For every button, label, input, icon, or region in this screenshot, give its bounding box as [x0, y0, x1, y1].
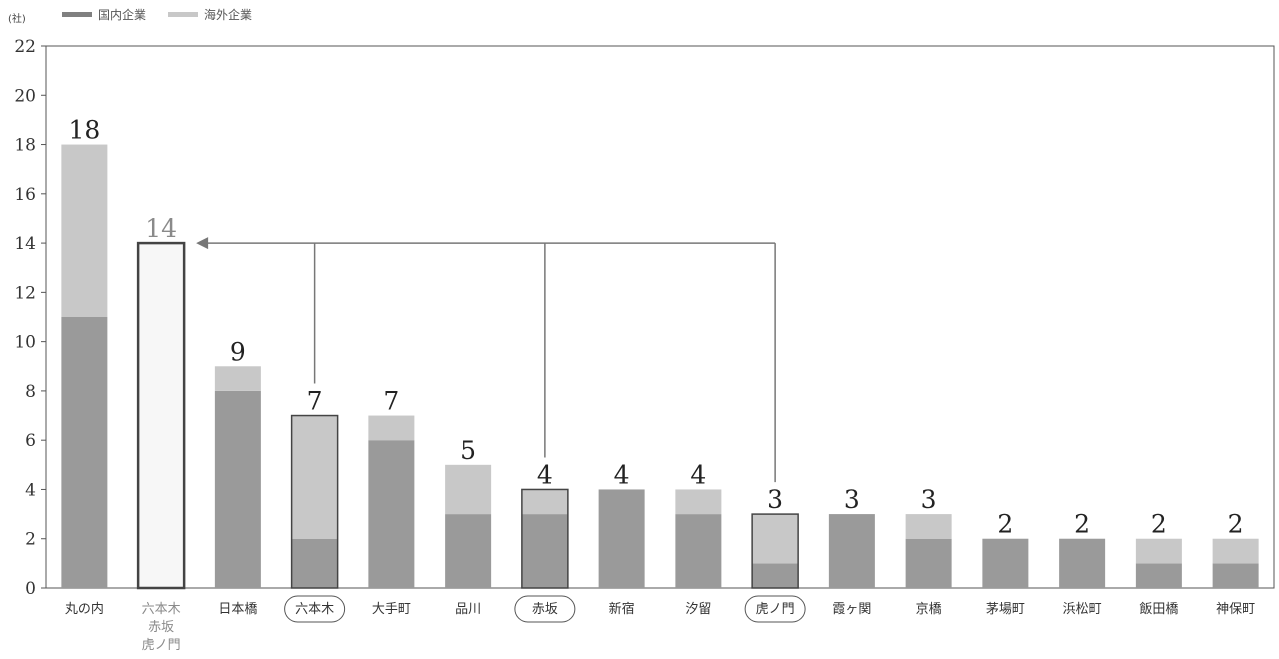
x-label-highlight-pill [514, 595, 576, 623]
y-tick-label: 22 [14, 37, 36, 57]
y-axis-unit: (社) [8, 14, 26, 25]
bar-total-label: 14 [145, 214, 177, 243]
bar-segment-domestic [445, 514, 492, 588]
bar-segment-domestic [675, 514, 722, 588]
bar-total-label: 18 [68, 116, 100, 145]
x-tick-label: 赤坂 [532, 602, 558, 617]
x-tick-label: 霞ヶ関 [832, 602, 871, 617]
bar-segment-domestic [1135, 563, 1182, 588]
bar-segment-foreign [521, 489, 568, 515]
y-tick-label: 2 [25, 530, 36, 550]
bar-segment-foreign [1212, 538, 1259, 564]
bar-segment-domestic [61, 317, 108, 588]
bar-total-label: 2 [1228, 510, 1244, 539]
bar-segment-domestic [982, 538, 1029, 588]
x-tick-label: 大手町 [372, 602, 411, 617]
x-label-highlight-pill [744, 595, 806, 623]
legend-item-domestic: 国内企業 [62, 6, 146, 23]
bar-segment-foreign [368, 415, 415, 441]
x-tick-label: 浜松町 [1063, 602, 1102, 617]
bar-total-label: 7 [307, 387, 323, 416]
connector-arrowhead [196, 237, 209, 250]
bar-total-label: 7 [383, 387, 399, 416]
bar-total-label: 9 [230, 337, 246, 366]
legend-label-foreign: 海外企業 [204, 8, 253, 22]
bar-segment-domestic [598, 489, 645, 588]
bar-total-label: 4 [614, 460, 630, 489]
bar-segment-foreign [445, 464, 492, 515]
x-tick-label: 神保町 [1216, 602, 1255, 617]
bar-segment-foreign [214, 366, 261, 391]
bar-total-label: 3 [767, 485, 783, 514]
x-tick-label-combined: 六本木赤坂虎ノ門 [142, 602, 181, 653]
x-tick-label: 飯田橋 [1139, 602, 1178, 617]
bar-segment-domestic [752, 563, 799, 588]
legend-swatch-domestic [62, 12, 92, 17]
x-label-highlight-pill [284, 595, 346, 623]
bar-segment-foreign [1135, 538, 1182, 564]
bar-combined [136, 241, 186, 590]
bar-total-label: 3 [844, 485, 860, 514]
y-tick-label: 10 [14, 333, 36, 353]
bar-total-label: 4 [690, 460, 706, 489]
bar-segment-domestic [828, 514, 875, 588]
x-tick-label: 新宿 [609, 601, 635, 617]
bar-segment-foreign [675, 489, 722, 515]
y-tick-label: 6 [25, 431, 36, 451]
legend-label-domestic: 国内企業 [98, 8, 147, 22]
bar-total-label: 2 [1151, 510, 1167, 539]
y-tick-label: 0 [25, 579, 36, 599]
bar-total-label: 3 [921, 485, 937, 514]
bar-segment-domestic [521, 514, 568, 588]
y-tick-label: 4 [25, 480, 36, 500]
bar-segment-domestic [1212, 563, 1259, 588]
bar-highlight-outline [290, 414, 339, 589]
x-tick-label: 日本橋 [218, 602, 257, 617]
bar-total-label: 2 [997, 510, 1013, 539]
bar-segment-domestic [1059, 538, 1106, 588]
y-tick-label: 14 [14, 234, 36, 254]
bar-segment-foreign [61, 144, 108, 317]
bar-segment-domestic [214, 390, 261, 588]
bar-segment-domestic [291, 538, 338, 588]
y-tick-label: 20 [14, 86, 36, 106]
x-tick-label: 品川 [455, 602, 481, 617]
bar-total-label: 4 [537, 460, 553, 489]
y-tick-label: 16 [14, 185, 36, 205]
x-tick-label: 汐留 [685, 601, 711, 617]
legend: 国内企業 海外企業 [62, 6, 252, 23]
x-tick-label: 六本木 [295, 602, 334, 617]
bar-segment-domestic [368, 440, 415, 588]
plot-frame [45, 45, 1275, 589]
legend-swatch-foreign [168, 12, 199, 17]
bar-highlight-outline [521, 488, 569, 589]
bar-total-label: 5 [460, 436, 476, 465]
bar-segment-domestic [905, 538, 952, 588]
x-tick-label: 茅場町 [986, 602, 1025, 617]
x-tick-label: 丸の内 [65, 601, 104, 617]
y-tick-label: 18 [14, 136, 36, 156]
bar-total-label: 2 [1074, 510, 1090, 539]
x-tick-label: 虎ノ門 [756, 602, 795, 617]
y-tick-label: 8 [25, 382, 36, 402]
bar-segment-foreign [291, 415, 338, 539]
bar-highlight-outline [751, 513, 799, 589]
x-tick-label: 京橋 [916, 602, 942, 617]
bar-segment-foreign [905, 514, 952, 539]
y-tick-label: 12 [14, 283, 36, 303]
legend-item-foreign: 海外企業 [168, 6, 252, 23]
bar-segment-foreign [752, 514, 799, 564]
